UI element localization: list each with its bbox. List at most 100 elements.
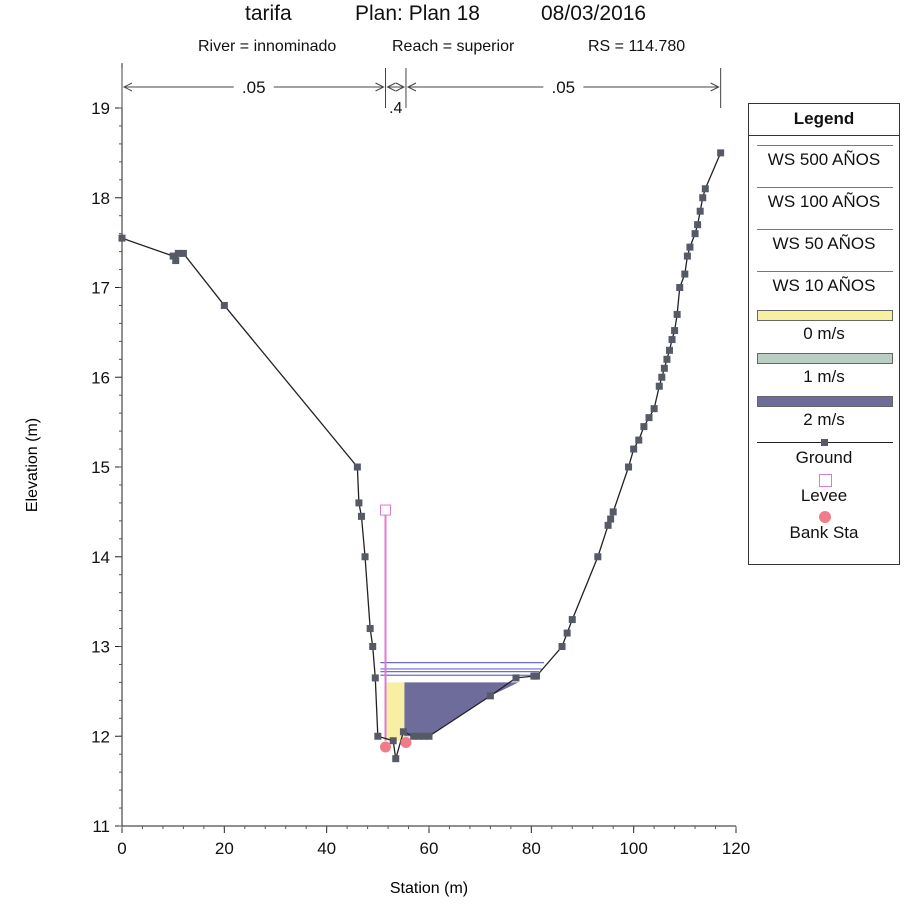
ground-point — [673, 310, 681, 318]
manning-arrow-right — [395, 82, 406, 92]
ground-point — [663, 355, 671, 363]
ground-point — [699, 194, 707, 202]
legend-ws-line — [757, 187, 893, 188]
y-tick-label: 17 — [91, 279, 110, 298]
ground-point — [389, 737, 397, 745]
ground-point — [512, 674, 520, 682]
ground-point — [420, 732, 428, 740]
ground-point — [118, 234, 126, 242]
x-axis-label: Station (m) — [390, 880, 468, 897]
manning-label-bg — [233, 77, 274, 97]
legend-item-label: Levee — [800, 486, 848, 505]
ground-point — [655, 382, 663, 390]
ground-point — [691, 230, 699, 238]
legend-ws-line — [757, 145, 893, 146]
ground-point — [410, 732, 418, 740]
ground-point — [355, 499, 363, 507]
y-tick-label: 13 — [91, 638, 110, 657]
ground-point — [594, 553, 602, 561]
y-tick-label: 16 — [91, 368, 110, 387]
ground-point — [701, 185, 709, 193]
ground-point — [558, 643, 566, 650]
ground-point — [658, 373, 666, 381]
legend-swatch — [757, 310, 893, 321]
x-tick-label: 20 — [215, 839, 234, 858]
manning-values: .05 .4 .05 — [121, 68, 722, 117]
ground-point — [665, 346, 673, 354]
legend-item-label: WS 500 AÑOS — [767, 150, 881, 169]
legend-ws-line — [757, 229, 893, 230]
legend-bank-marker — [819, 511, 831, 523]
ground-point — [607, 515, 615, 523]
subtitle-reach: Reach = superior — [392, 38, 515, 55]
ground-point — [366, 625, 374, 633]
bank-station-marker — [400, 737, 412, 749]
ground-point — [609, 508, 617, 516]
legend-item-label: 1 m/s — [803, 367, 845, 386]
y-tick-label: 12 — [91, 727, 110, 746]
ground-point — [353, 463, 361, 471]
ground-point — [635, 436, 643, 444]
manning-arrow-left — [406, 82, 417, 92]
subtitle-river: River = innominado — [198, 38, 337, 55]
subtitle-rs: RS = 114.780 — [588, 38, 686, 55]
legend-item-label: WS 10 AÑOS — [772, 276, 876, 295]
legend-ws-line — [757, 271, 893, 272]
x-tick-label: 80 — [522, 839, 541, 858]
legend-item-label: Ground — [795, 448, 853, 467]
legend-ground-marker — [821, 439, 828, 446]
ground-point — [374, 732, 382, 740]
ground-point — [645, 414, 653, 422]
legend-item-label: 2 m/s — [803, 410, 845, 429]
ground-point — [220, 301, 228, 309]
x-tick-label: 40 — [317, 839, 336, 858]
x-tick-label: 60 — [420, 839, 439, 858]
ground-point — [630, 445, 638, 453]
legend-title: Legend — [749, 104, 899, 136]
ground-point — [371, 674, 379, 682]
manning-label-bg — [543, 77, 584, 97]
ground-line — [121, 152, 722, 759]
ground-point — [717, 149, 725, 157]
ground-point — [625, 463, 633, 471]
legend: Legend WS 500 AÑOS WS 100 AÑOS WS 50 AÑOS W… — [748, 103, 900, 565]
legend-swatch — [757, 353, 893, 364]
manning-label: .05 — [551, 78, 575, 97]
ground-point — [563, 629, 571, 637]
ground-point — [671, 327, 679, 335]
ground-profile — [118, 149, 725, 763]
ground-point — [604, 521, 612, 529]
title-date: 08/03/2016 — [541, 2, 647, 25]
legend-item-label: Bank Sta — [789, 523, 859, 542]
ground-point — [392, 755, 400, 763]
water-surfaces — [380, 504, 545, 741]
ground-point — [486, 692, 494, 700]
manning-arrow-right — [375, 82, 385, 92]
manning-arrow-left — [386, 82, 396, 92]
manning-arrow-left — [122, 82, 133, 92]
y-tick-label: 19 — [91, 99, 110, 118]
y-axis-label: Elevation (m) — [24, 418, 41, 512]
ground-point — [683, 252, 691, 260]
ground-point — [694, 221, 702, 229]
ground-point — [174, 249, 182, 257]
legend-swatch — [757, 396, 893, 407]
ground-point — [568, 616, 576, 624]
y-tick-label: 11 — [92, 817, 110, 836]
ground-point — [660, 364, 668, 372]
bank-station-marker — [380, 741, 392, 753]
y-tick-label: 18 — [91, 189, 110, 208]
legend-item-label: WS 50 AÑOS — [772, 234, 876, 253]
legend-item-label: WS 100 AÑOS — [767, 192, 881, 211]
ground-point — [668, 336, 676, 344]
ground-point — [415, 732, 423, 740]
x-tick-label: 100 — [619, 839, 647, 858]
levee-marker — [380, 504, 392, 516]
ground-point — [357, 512, 365, 520]
ground-point — [169, 252, 177, 260]
title-plan: Plan: Plan 18 — [355, 2, 480, 25]
manning-label: .05 — [242, 78, 266, 97]
velocity-fill-2 — [404, 682, 519, 737]
ground-point — [650, 405, 658, 413]
